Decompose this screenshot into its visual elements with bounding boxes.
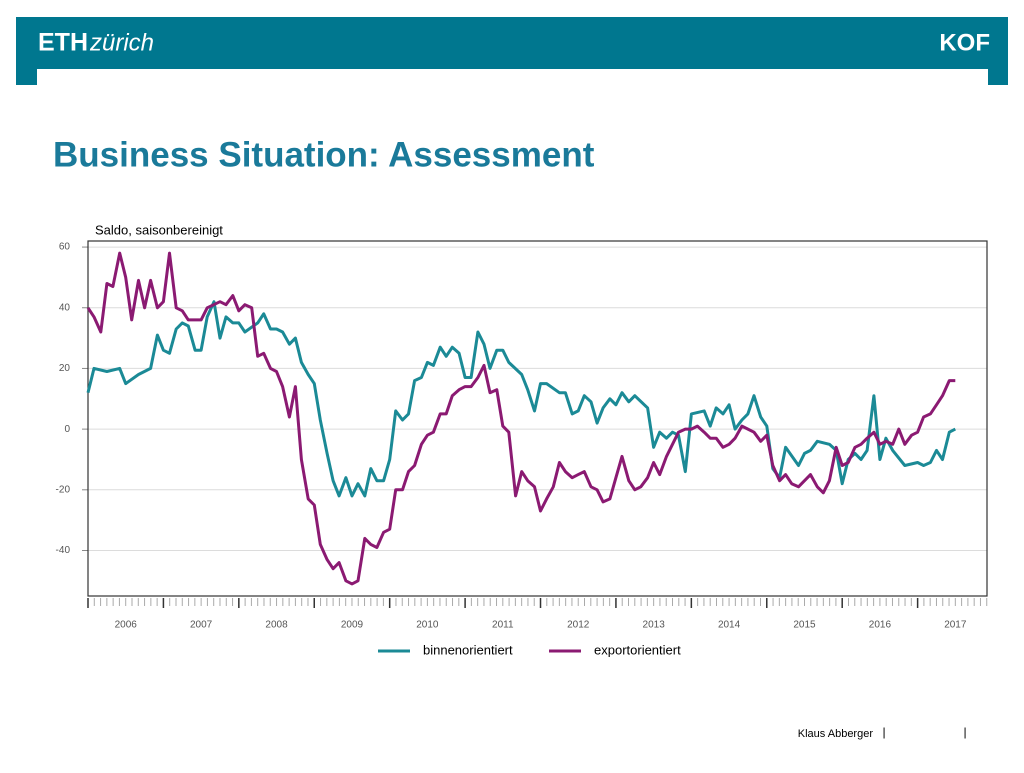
x-tick-label: 2010 bbox=[416, 620, 439, 631]
x-tick-label: 2013 bbox=[643, 620, 666, 631]
x-tick-label: 2008 bbox=[265, 620, 288, 631]
legend-label: binnenorientiert bbox=[423, 642, 513, 657]
logo-italic: zürich bbox=[89, 29, 154, 56]
x-tick-label: 2017 bbox=[944, 620, 967, 631]
header-stub bbox=[16, 69, 37, 85]
series-line bbox=[86, 251, 956, 586]
y-tick-label: -20 bbox=[56, 484, 71, 495]
chart-title: Business Situation: Assessment bbox=[53, 135, 595, 174]
header-bar bbox=[16, 17, 1008, 69]
x-tick-label: 2014 bbox=[718, 620, 741, 631]
footer-author: Klaus Abberger bbox=[798, 728, 874, 740]
x-tick-label: 2011 bbox=[492, 620, 514, 631]
right-logo: KOF bbox=[939, 29, 990, 56]
legend-label: exportorientiert bbox=[594, 642, 681, 657]
y-tick-label: 20 bbox=[59, 363, 71, 374]
y-axis-label: Saldo, saisonbereinigt bbox=[95, 222, 223, 237]
y-tick-label: 60 bbox=[59, 242, 71, 253]
x-tick-label: 2012 bbox=[567, 620, 590, 631]
footer-separator: | bbox=[882, 725, 885, 739]
x-tick-label: 2015 bbox=[793, 620, 816, 631]
logo-bold: ETH bbox=[38, 29, 88, 57]
plot-frame bbox=[87, 240, 988, 597]
y-tick-label: 0 bbox=[64, 424, 70, 435]
series-line bbox=[86, 300, 956, 498]
x-tick-label: 2007 bbox=[190, 620, 213, 631]
y-tick-label: -40 bbox=[56, 545, 71, 556]
y-tick-label: 40 bbox=[59, 302, 71, 313]
x-tick-label: 2016 bbox=[869, 620, 892, 631]
x-tick-label: 2009 bbox=[341, 620, 364, 631]
x-tick-label: 2006 bbox=[115, 620, 138, 631]
header-stub bbox=[988, 69, 1008, 85]
footer-separator: | bbox=[963, 725, 966, 739]
